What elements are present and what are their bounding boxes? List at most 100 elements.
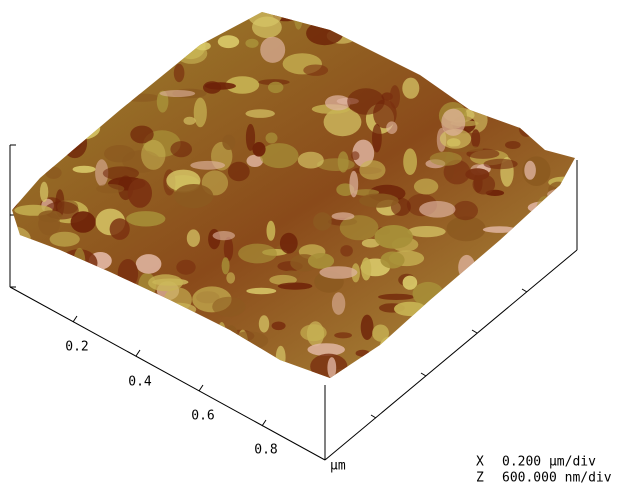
grain — [109, 34, 125, 62]
grain — [479, 369, 496, 378]
grain — [303, 64, 329, 76]
grain — [555, 12, 575, 20]
grain — [121, 62, 151, 91]
grain — [339, 215, 379, 241]
grain — [43, 325, 63, 339]
grain — [468, 60, 482, 75]
grain — [343, 12, 375, 21]
grain — [323, 107, 362, 137]
grain — [31, 38, 50, 68]
grain — [17, 75, 56, 101]
grain — [307, 253, 335, 269]
grain — [288, 12, 314, 18]
grain — [226, 272, 236, 284]
grain — [382, 45, 409, 57]
grain — [302, 375, 332, 378]
grain — [509, 17, 535, 47]
grain — [183, 116, 196, 125]
grain — [131, 48, 161, 55]
grain — [462, 41, 492, 49]
grain — [331, 292, 346, 315]
grain — [259, 143, 299, 169]
grain — [499, 320, 512, 338]
grain — [64, 286, 84, 306]
grain — [35, 14, 64, 38]
grain — [525, 97, 565, 127]
grain — [212, 296, 246, 317]
grain — [225, 76, 260, 94]
grain — [14, 295, 28, 315]
grain — [148, 274, 184, 292]
grain — [536, 196, 554, 225]
grain — [538, 293, 548, 316]
grain — [171, 323, 204, 347]
grain — [38, 210, 63, 223]
grain — [279, 232, 298, 254]
grain — [330, 12, 353, 19]
grain — [45, 166, 62, 179]
grain — [359, 160, 386, 180]
grain — [135, 254, 162, 274]
grain — [72, 165, 96, 173]
grain — [227, 161, 250, 182]
grain — [126, 211, 166, 227]
grain — [201, 337, 235, 364]
grain — [110, 12, 150, 22]
grain — [431, 362, 466, 378]
grain — [172, 360, 185, 378]
grain — [427, 12, 462, 20]
grain — [518, 323, 542, 336]
grain — [505, 141, 521, 149]
grain — [16, 291, 29, 316]
grain — [44, 358, 56, 371]
grain — [400, 25, 441, 41]
grain — [159, 90, 196, 97]
grain — [444, 43, 471, 60]
grain — [458, 254, 476, 280]
grain — [509, 61, 536, 75]
grain — [0, 196, 7, 211]
x-tick-label: 0.8 — [254, 443, 277, 458]
grain — [402, 327, 427, 346]
grain — [381, 92, 393, 101]
grain — [297, 151, 324, 169]
grain — [230, 331, 269, 350]
grain — [547, 187, 575, 201]
grain — [195, 41, 211, 51]
grain — [452, 306, 476, 331]
grain — [426, 14, 443, 35]
grain — [89, 54, 104, 69]
grain — [184, 12, 205, 16]
grain — [554, 82, 575, 93]
grain — [516, 41, 531, 51]
grain — [195, 12, 235, 26]
grain — [47, 64, 59, 78]
grain — [444, 14, 469, 28]
surface — [0, 12, 575, 378]
grain — [93, 21, 114, 46]
grain — [206, 354, 234, 378]
grain — [102, 166, 139, 181]
grain — [260, 36, 286, 63]
grain — [76, 320, 90, 327]
grain — [462, 23, 501, 53]
grain — [35, 35, 58, 60]
grain — [538, 287, 564, 295]
grain — [407, 226, 446, 238]
grain — [18, 304, 31, 312]
grain — [532, 362, 547, 376]
grain — [29, 336, 39, 350]
grain — [465, 168, 490, 181]
grain — [0, 40, 12, 63]
grain — [92, 94, 117, 112]
grain — [483, 158, 518, 170]
grain — [350, 151, 360, 161]
x-tick-label: 0.6 — [191, 409, 214, 424]
grain — [27, 141, 55, 167]
grain — [378, 293, 415, 300]
grain — [159, 302, 197, 317]
grain — [380, 251, 405, 269]
grain — [538, 314, 565, 329]
grain — [372, 123, 382, 153]
